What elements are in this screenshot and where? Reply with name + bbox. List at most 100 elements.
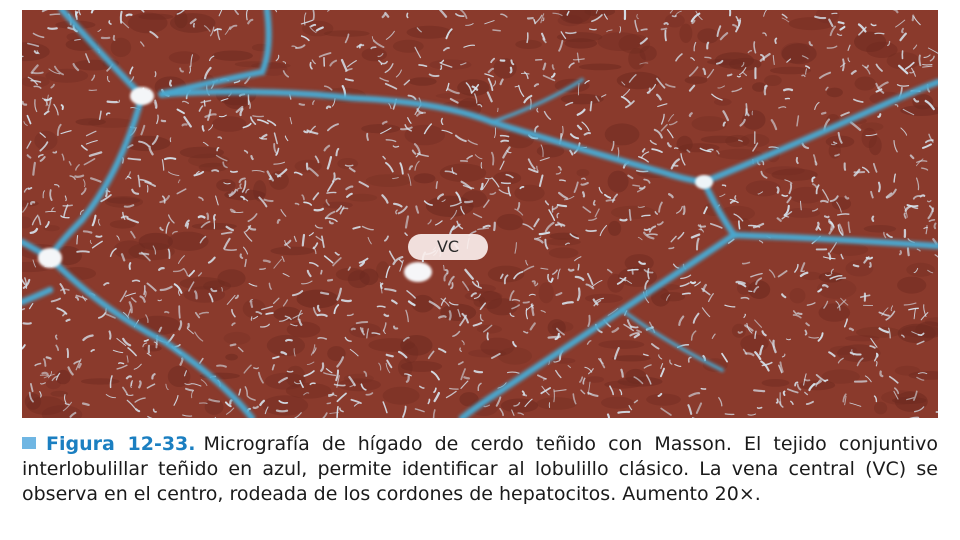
sinusoid — [512, 341, 517, 348]
cord-patch — [616, 71, 661, 90]
sinusoid — [461, 312, 469, 324]
sinusoid — [565, 31, 577, 35]
sinusoid — [591, 14, 603, 23]
sinusoid — [344, 78, 354, 82]
sinusoid — [691, 19, 696, 25]
sinusoid — [385, 265, 391, 279]
sinusoid — [560, 31, 567, 40]
sinusoid — [326, 180, 335, 192]
sinusoid — [461, 340, 465, 346]
sinusoid — [449, 201, 462, 207]
sinusoid — [247, 18, 254, 25]
sinusoid — [167, 248, 171, 260]
sinusoid — [638, 260, 646, 265]
sinusoid — [640, 28, 648, 31]
sinusoid — [140, 124, 146, 136]
sinusoid — [152, 245, 157, 255]
sinusoid — [118, 362, 125, 365]
sinusoid — [911, 14, 915, 22]
sinusoid — [120, 215, 129, 219]
sinusoid — [550, 72, 556, 78]
sinusoid — [541, 32, 546, 41]
sinusoid — [312, 242, 319, 250]
sinusoid — [159, 195, 171, 204]
sinusoid — [367, 237, 372, 245]
sinusoid — [404, 373, 412, 377]
sinusoid — [259, 399, 266, 407]
sinusoid — [909, 154, 915, 160]
sinusoid — [148, 145, 154, 156]
caption-marker-icon — [22, 437, 36, 449]
cord-patch — [771, 168, 818, 181]
sinusoid — [519, 186, 525, 190]
sinusoid — [847, 44, 851, 51]
sinusoid — [434, 220, 443, 226]
sinusoid — [39, 391, 42, 398]
sinusoid — [701, 287, 711, 296]
sinusoid — [198, 311, 210, 315]
cord-patch — [610, 205, 656, 220]
cord-patch — [720, 205, 755, 221]
cord-patch — [716, 148, 763, 160]
sinusoid — [85, 53, 91, 64]
cord-patch — [426, 195, 474, 217]
sinusoid — [933, 222, 937, 230]
sinusoid — [753, 389, 766, 393]
sinusoid — [252, 405, 259, 410]
cord-patch — [203, 280, 232, 292]
sinusoid — [526, 32, 529, 44]
cord-patch — [901, 325, 938, 338]
sinusoid — [125, 13, 133, 17]
sinusoid — [920, 312, 929, 321]
cord-patch — [679, 23, 693, 43]
sinusoid — [285, 338, 293, 342]
sinusoid — [391, 299, 398, 305]
sinusoid — [636, 329, 643, 334]
sinusoid — [511, 409, 515, 416]
sinusoid — [416, 27, 422, 33]
sinusoid — [119, 10, 123, 24]
sinusoid — [447, 275, 455, 286]
sinusoid — [105, 394, 117, 399]
sinusoid — [263, 198, 274, 203]
cord-patch — [789, 186, 824, 204]
sinusoid — [282, 273, 290, 277]
sinusoid — [32, 161, 36, 176]
sinusoid — [109, 375, 113, 389]
sinusoid — [925, 225, 928, 235]
sinusoid — [651, 148, 663, 153]
sinusoid — [632, 184, 641, 187]
sinusoid — [804, 391, 809, 396]
figure-caption: Figura 12-33. Micrografía de hígado de ce… — [22, 432, 938, 507]
sinusoid — [250, 316, 253, 321]
sinusoid — [697, 224, 707, 228]
sinusoid — [347, 266, 351, 271]
sinusoid — [78, 362, 82, 369]
sinusoid — [555, 171, 562, 175]
sinusoid — [438, 315, 447, 319]
sinusoid — [210, 287, 218, 293]
sinusoid — [139, 41, 145, 47]
cord-patch — [601, 396, 634, 409]
sinusoid — [339, 407, 344, 413]
sinusoid — [360, 383, 367, 391]
sinusoid — [358, 180, 370, 188]
cord-patch — [536, 397, 578, 410]
sinusoid — [275, 147, 280, 156]
sinusoid — [741, 61, 745, 68]
sinusoid — [653, 128, 663, 139]
sinusoid — [837, 357, 844, 364]
sinusoid — [794, 381, 799, 387]
sinusoid — [106, 100, 118, 104]
sinusoid — [580, 181, 589, 186]
sinusoid — [502, 146, 511, 159]
sinusoid — [108, 20, 112, 25]
sinusoid — [499, 160, 505, 170]
sinusoid — [29, 227, 39, 235]
sinusoid — [64, 195, 67, 202]
sinusoid — [584, 80, 590, 85]
cord-patch — [440, 303, 477, 321]
sinusoid — [783, 204, 790, 217]
sinusoid — [165, 383, 169, 391]
sinusoid — [688, 392, 701, 398]
